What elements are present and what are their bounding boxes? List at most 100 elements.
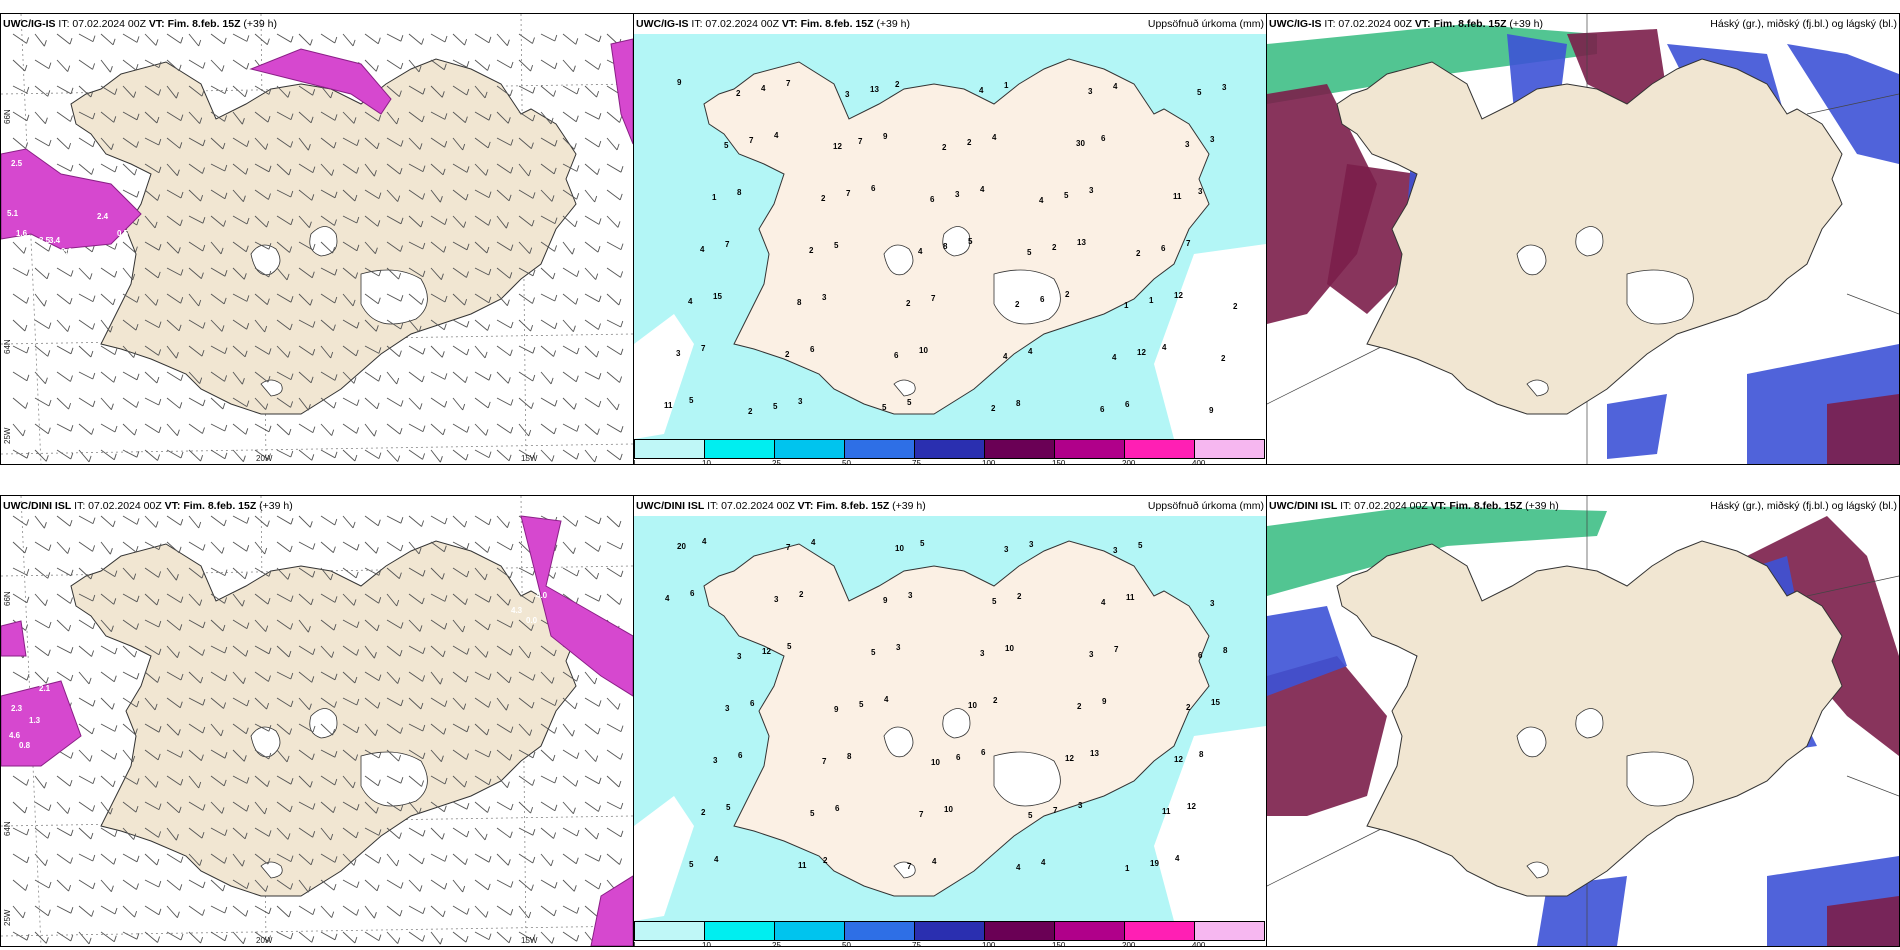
precip-value-label: 4: [980, 185, 985, 194]
precip-value-label: 1: [1124, 301, 1129, 310]
legend-swatch: 1: [634, 921, 705, 946]
precip-value-label: 3: [1089, 186, 1094, 195]
legend-tick: 75: [912, 459, 921, 465]
glacier: [893, 379, 916, 397]
precip-value-label: 2: [993, 696, 998, 705]
precip-value-label: 12: [1187, 802, 1196, 811]
precip-value-label: 15: [713, 292, 722, 301]
field-title: Uppsöfnuð úrkoma (mm): [1147, 18, 1264, 30]
legend-swatch: 150: [1052, 921, 1125, 946]
grid-label: 15W: [521, 454, 538, 463]
precip-value-label: 11: [798, 861, 807, 870]
panel-dini-wind: UWC/DINI ISL IT: 07.02.2024 00Z VT: Fim.…: [0, 495, 634, 947]
valid-time: VT: Fim. 8.feb. 15Z: [797, 500, 890, 512]
precip-value-label: 13: [1090, 749, 1099, 758]
valid-time: VT: Fim. 8.feb. 15Z: [781, 18, 874, 30]
precip-value-label: 2: [1017, 592, 1022, 601]
precip-value-label: 5: [920, 539, 925, 548]
precip-value-label: 4: [1041, 858, 1046, 867]
precip-value-label: 4: [774, 131, 779, 140]
precip-value-label: 5: [834, 241, 839, 250]
legend-tick: 50: [842, 459, 851, 465]
cloud-area: [1267, 84, 1377, 324]
precip-value-label: 7: [919, 810, 924, 819]
precip-value-label: 4: [688, 297, 693, 306]
precip-value-label: 13: [870, 85, 879, 94]
precip-value-label: 6: [894, 351, 899, 360]
precip-value-label: 3: [1198, 187, 1203, 196]
precip-value-label: 12: [833, 142, 842, 151]
precip-value-label: 6: [810, 345, 815, 354]
panel-igis-precip: UWC/IG-IS IT: 07.02.2024 00Z VT: Fim. 8.…: [633, 13, 1267, 465]
cloud-area: [1607, 394, 1667, 459]
precip-value-label: 8: [847, 752, 852, 761]
glacier: [309, 226, 338, 257]
precip-value-label: 7: [1114, 645, 1119, 654]
precip-value-label: 12: [1137, 348, 1146, 357]
precip-value-label: 11: [664, 401, 673, 410]
lead-time: (+39 h): [1522, 500, 1559, 512]
precip-value-label: 7: [1053, 806, 1058, 815]
precip-value-label: 6: [1100, 405, 1105, 414]
precip-value-label: 6: [956, 753, 961, 762]
valid-time: VT: Fim. 8.feb. 15Z: [1414, 18, 1507, 30]
precip-value-label: 6: [738, 751, 743, 760]
wind-value-label: 3.4: [49, 236, 61, 245]
wind-value-label: 2.4: [97, 212, 109, 221]
panel-header: UWC/IG-IS IT: 07.02.2024 00Z VT: Fim. 8.…: [3, 18, 277, 30]
grid-label: 20W: [256, 936, 273, 945]
precip-value-label: 5: [859, 700, 864, 709]
glacier: [1516, 726, 1547, 758]
grid-label: 15W: [521, 936, 538, 945]
precip-value-label: 10: [944, 805, 953, 814]
panel-header: UWC/DINI ISL IT: 07.02.2024 00Z VT: Fim.…: [3, 500, 293, 512]
precip-value-label: 1: [1125, 864, 1130, 873]
precip-value-label: 2: [967, 138, 972, 147]
wind-gust-area: [1, 148, 142, 250]
precip-value-label: 2: [821, 194, 826, 203]
legend-tick: 150: [1052, 459, 1066, 465]
wind-value-label: 4.3: [511, 606, 523, 615]
precip-value-label: 5: [1028, 811, 1033, 820]
init-time: IT: 07.02.2024 00Z: [55, 18, 149, 30]
precip-value-label: 5: [689, 396, 694, 405]
precip-value-label: 4: [918, 247, 923, 256]
precip-value-label: 6: [1198, 651, 1203, 660]
legend-tick: 75: [912, 941, 921, 947]
precip-value-label: 3: [1078, 801, 1083, 810]
precip-value-label: 7: [846, 189, 851, 198]
precip-value-label: 2: [701, 808, 706, 817]
precip-value-label: 2: [736, 89, 741, 98]
precip-value-label: 6: [930, 195, 935, 204]
precip-value-label: 8: [1199, 750, 1204, 759]
precip-value-label: 2: [906, 299, 911, 308]
cloud-area: [1267, 656, 1387, 816]
cloud-area: [1827, 896, 1899, 946]
legend-swatch: 200: [1122, 439, 1195, 464]
precip-value-label: 3: [1210, 135, 1215, 144]
wind-gust-area: [610, 38, 633, 145]
no-precip-area: [634, 244, 1266, 439]
grid-label: 64N: [3, 821, 12, 836]
cloud-area: [1567, 29, 1667, 104]
precip-value-label: 12: [1065, 754, 1074, 763]
precip-value-label: 6: [835, 804, 840, 813]
precip-value-label: 2: [748, 407, 753, 416]
glacier: [1575, 708, 1604, 739]
glacier: [883, 244, 914, 276]
precip-value-label: 5: [1027, 248, 1032, 257]
precip-value-label: 12: [1174, 755, 1183, 764]
legend-tick: 200: [1122, 941, 1136, 947]
glacier: [1626, 751, 1694, 807]
legend-swatch: 75: [912, 921, 985, 946]
panel-header: UWC/DINI ISL IT: 07.02.2024 00Z VT: Fim.…: [1269, 500, 1559, 512]
precip-value-label: 9: [1209, 406, 1214, 415]
precip-value-label: 6: [871, 184, 876, 193]
legend-tick: 1: [634, 459, 636, 464]
legend-swatch: 200: [1122, 921, 1195, 946]
precip-value-label: 3: [1210, 599, 1215, 608]
cloud-area: [1327, 164, 1417, 314]
precip-value-label: 3: [1004, 545, 1009, 554]
wind-value-label: 2.6: [61, 247, 73, 256]
map-canvas: [1267, 14, 1899, 464]
